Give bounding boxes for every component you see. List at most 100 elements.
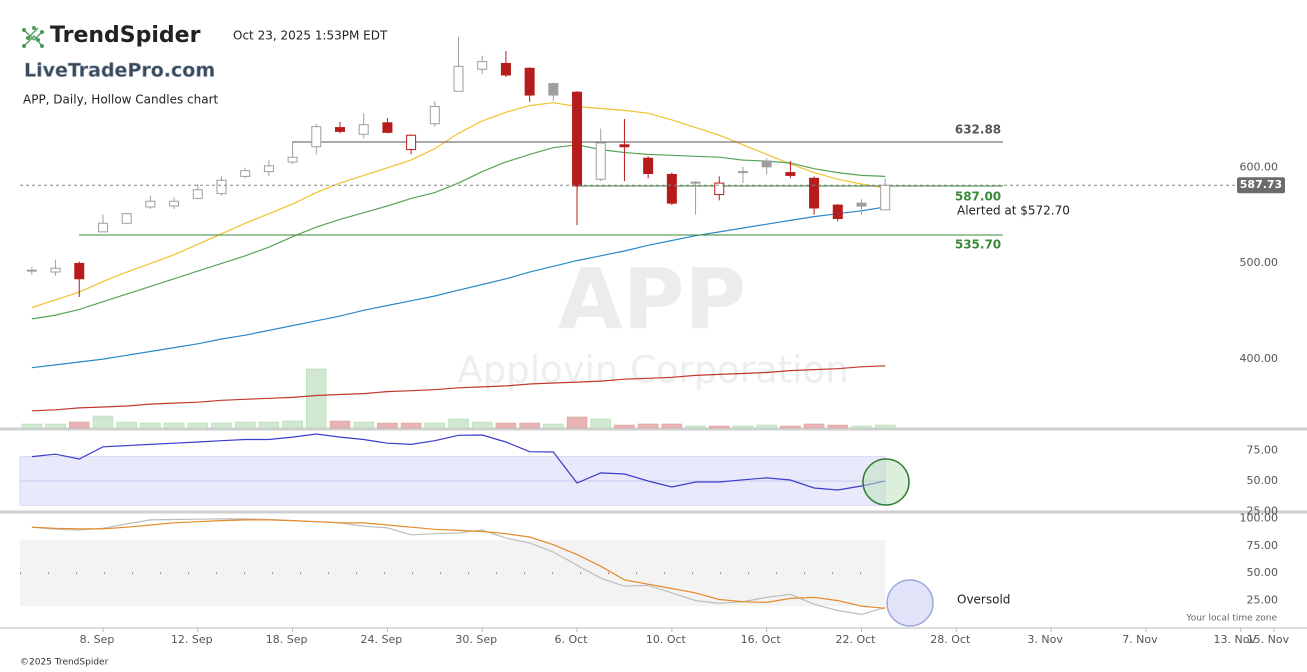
volume-bar <box>614 424 635 429</box>
candle-body <box>192 189 203 199</box>
x-tick-label: 6. Oct <box>555 633 589 646</box>
volume-bar <box>661 423 683 429</box>
candle-body <box>572 91 583 187</box>
candle-body <box>216 179 227 195</box>
rsi-highlight <box>862 458 910 506</box>
volume-bar <box>471 421 493 429</box>
volume-bar <box>377 422 398 429</box>
price-level-label: 535.70 <box>955 238 1001 252</box>
candle-body <box>74 262 85 280</box>
volume-bar <box>803 423 825 429</box>
x-tick-label: 15. Nov <box>1247 633 1290 646</box>
volume-bar <box>45 423 66 429</box>
candle-body <box>643 157 654 175</box>
candle-body <box>524 67 535 96</box>
candle-body <box>856 202 867 207</box>
indicator-line <box>31 365 886 412</box>
candle-body <box>263 165 274 173</box>
indicator-line <box>31 144 886 320</box>
candle-body <box>737 171 748 174</box>
candle-body <box>666 173 677 204</box>
volume-bar <box>495 422 517 429</box>
indicator-line <box>31 433 886 491</box>
candle-body <box>548 83 559 96</box>
y-tick-label: 400.00 <box>1240 352 1279 365</box>
candle-body <box>311 126 322 148</box>
candle-body <box>785 172 796 176</box>
candle-body <box>50 267 61 273</box>
y-tick-label: 25.00 <box>1247 505 1279 518</box>
candle-body <box>595 142 606 180</box>
price-level-label: 632.88 <box>955 123 1001 137</box>
candle-body <box>809 177 820 209</box>
candle-body <box>406 134 417 151</box>
indicator-line <box>31 519 886 609</box>
volume-bar <box>187 422 209 429</box>
candle-body <box>429 106 440 125</box>
y-tick-label: 50.00 <box>1247 474 1279 487</box>
x-tick-label: 10. Oct <box>646 633 687 646</box>
candle-body <box>335 127 345 132</box>
candle-body <box>121 213 132 224</box>
candle-body <box>145 200 156 208</box>
y-tick-label: 25.00 <box>1247 594 1279 607</box>
x-tick-label: 30. Sep <box>455 633 497 646</box>
volume-bar <box>590 418 611 429</box>
candle-body <box>761 160 772 168</box>
volume-bar <box>519 422 540 429</box>
candle-body <box>169 200 180 207</box>
x-tick-label: 28. Oct <box>930 633 971 646</box>
candle-body <box>287 156 298 163</box>
volume-bar <box>543 423 564 429</box>
y-tick-label: 100.00 <box>1240 511 1279 524</box>
candle-body <box>382 122 393 133</box>
volume-bar <box>92 415 114 429</box>
indicator-band <box>20 540 886 607</box>
volume-bar <box>21 423 43 429</box>
x-tick-label: 24. Sep <box>361 633 403 646</box>
volume-bar <box>258 421 280 429</box>
y-tick-label: 75.00 <box>1247 444 1279 457</box>
x-tick-label: 7. Nov <box>1122 633 1158 646</box>
y-tick-label: 500.00 <box>1240 256 1279 269</box>
x-tick-label: 16. Oct <box>741 633 782 646</box>
volume-bar <box>756 424 777 429</box>
candle-body <box>500 62 511 76</box>
candle-body <box>714 182 725 196</box>
x-tick-label: 18. Sep <box>266 633 308 646</box>
candle-body <box>97 222 108 233</box>
volume-bar <box>353 421 374 429</box>
volume-bar <box>400 422 422 429</box>
candle-body <box>832 204 843 219</box>
volume-bar <box>424 422 446 429</box>
volume-bar <box>211 422 232 429</box>
x-tick-label: 22. Oct <box>835 633 876 646</box>
indicator-line <box>31 206 886 369</box>
y-tick-label: 600.00 <box>1240 161 1279 174</box>
annotation: Oversold <box>957 593 1010 607</box>
site-watermark: LiveTradePro.com <box>24 60 215 82</box>
chart-label: APP, Daily, Hollow Candles chart <box>23 93 219 107</box>
volume-bar <box>69 421 90 429</box>
volume-bar <box>874 424 896 429</box>
volume-bar <box>637 423 659 429</box>
symbol-watermark: APP <box>558 250 746 348</box>
volume-bar <box>709 425 730 429</box>
volume-bar <box>163 422 185 429</box>
volume-bar <box>827 424 849 429</box>
last-price-label: 587.73 <box>1240 178 1282 191</box>
copyright: ©2025 TrendSpider <box>20 658 109 668</box>
candle-body <box>240 170 251 177</box>
x-tick-label: 12. Sep <box>171 633 213 646</box>
brand: TrendSpider <box>50 23 201 48</box>
volume-bar <box>140 422 161 429</box>
y-tick-label: 50.00 <box>1247 566 1279 579</box>
price-level-label: 587.00 <box>955 189 1001 203</box>
timestamp: Oct 23, 2025 1:53PM EDT <box>233 29 388 43</box>
volume-bar <box>116 421 137 429</box>
volume-bar <box>282 420 303 429</box>
candle-body <box>690 181 701 184</box>
candle-body <box>453 65 464 92</box>
logo-icon <box>22 26 44 48</box>
